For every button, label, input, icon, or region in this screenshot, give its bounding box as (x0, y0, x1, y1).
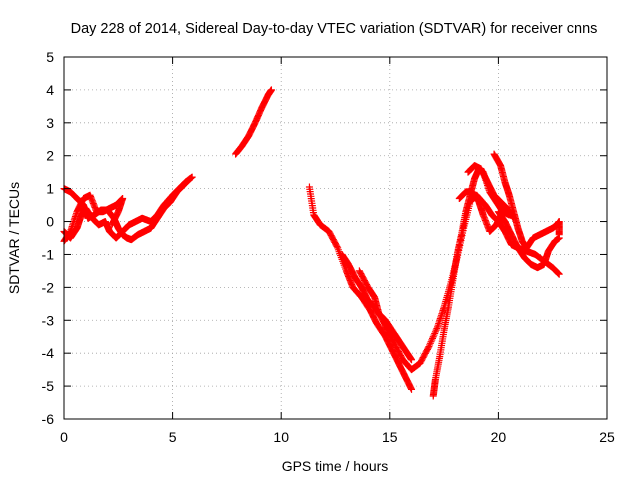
data-point (430, 331, 438, 339)
data-point (433, 325, 441, 332)
y-tick-label: 1 (46, 181, 54, 197)
x-tick-label: 25 (599, 429, 615, 445)
y-tick-label: 4 (46, 82, 54, 98)
series-segment (232, 86, 275, 158)
data-point (426, 341, 434, 349)
y-tick-label: -3 (42, 312, 55, 328)
chart-title: Day 228 of 2014, Sidereal Day-to-day VTE… (71, 21, 598, 37)
series-segment (494, 208, 563, 272)
axis-ticks: 0 5 10 15 20 25 -6 -5 -4 -3 -2 -1 0 1 2 3 4 5 (42, 49, 615, 445)
series-segment (355, 267, 416, 364)
y-tick-label: 0 (46, 214, 54, 230)
plot-frame (63, 56, 608, 420)
data-point (426, 339, 434, 347)
data-point (408, 356, 416, 364)
y-tick-label: -6 (42, 411, 55, 427)
y-tick-label: 3 (46, 115, 54, 131)
data-point (267, 86, 275, 94)
x-tick-label: 10 (273, 429, 289, 445)
series-segment (490, 150, 563, 252)
series-segment (60, 191, 127, 245)
data-point (555, 234, 563, 242)
series-segment (464, 162, 518, 222)
data-point (408, 385, 416, 393)
y-tick-label: -2 (42, 279, 55, 295)
x-axis-label: GPS time / hours (282, 458, 389, 474)
data-point (186, 175, 194, 183)
data-point (431, 328, 439, 336)
data-point (555, 270, 563, 278)
data-point (428, 336, 436, 344)
data-point (429, 334, 437, 342)
x-tick-label: 20 (491, 429, 507, 445)
data-point (108, 221, 116, 229)
data-point (427, 338, 435, 346)
y-axis-label: SDTVAR / TECUs (6, 182, 22, 294)
x-tick-label: 15 (382, 429, 398, 445)
y-tick-label: 2 (46, 148, 54, 164)
y-tick-label: -1 (42, 246, 55, 262)
data-point (429, 333, 437, 341)
data-point (333, 243, 341, 251)
y-tick-label: -5 (42, 378, 55, 394)
x-tick-label: 0 (60, 429, 68, 445)
series-segment (305, 183, 416, 393)
y-tick-label: -4 (42, 345, 55, 361)
data-point (432, 326, 440, 334)
data-point (431, 329, 439, 337)
y-tick-label: 5 (46, 49, 54, 65)
data-point (425, 343, 433, 351)
data-series (60, 86, 563, 400)
data-point (424, 344, 432, 352)
series-segment (60, 175, 194, 244)
x-tick-label: 5 (169, 429, 177, 445)
